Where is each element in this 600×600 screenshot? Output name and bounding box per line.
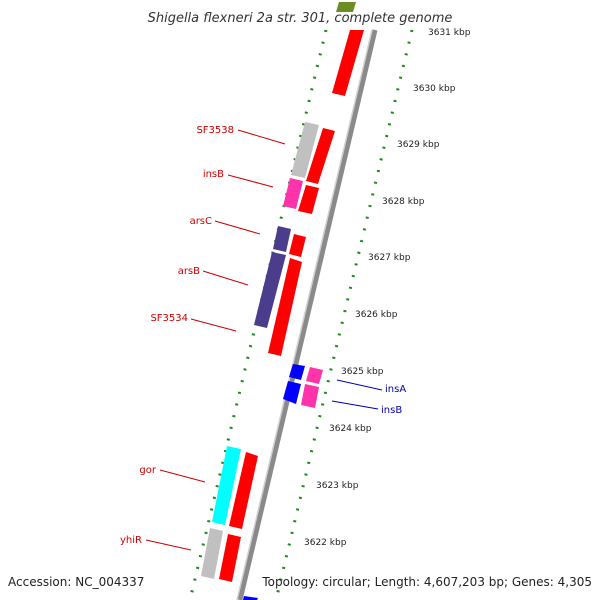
gene-feature[interactable]	[336, 2, 356, 12]
gene-feature[interactable]	[219, 534, 241, 582]
topology-text: Topology: circular; Length: 4,607,203 bp…	[261, 575, 592, 589]
gene-label[interactable]: SF3538	[196, 125, 234, 136]
genome-backbone-highlight	[236, 29, 373, 600]
gene-feature[interactable]	[268, 258, 302, 356]
leader-line	[202, 270, 249, 286]
gene-label[interactable]: SF3534	[150, 313, 188, 324]
gene-label[interactable]: arsC	[190, 216, 212, 227]
leader-line	[336, 379, 383, 391]
leader-line	[190, 318, 237, 332]
feature-track	[201, 2, 364, 582]
reverse-feature-track	[243, 364, 323, 600]
tick-label: 3631 kbp	[428, 28, 471, 38]
gene-feature-reverse[interactable]	[289, 364, 305, 380]
tick-label: 3623 kbp	[316, 481, 359, 491]
gene-feature-SF3538[interactable]	[291, 122, 319, 178]
gene-feature-gor[interactable]	[212, 446, 241, 525]
tick-label: 3626 kbp	[355, 310, 398, 320]
gene-feature-reverse[interactable]	[243, 596, 258, 600]
gene-feature[interactable]	[332, 30, 364, 96]
gene-feature-insA[interactable]	[306, 367, 323, 384]
map-title: Shigella flexneri 2a str. 301, complete …	[148, 11, 453, 26]
genome-backbone	[237, 29, 378, 600]
leader-line	[214, 220, 261, 235]
tick-rail-right	[274, 29, 414, 600]
leader-line	[331, 400, 379, 410]
gene-label[interactable]: yhiR	[120, 535, 142, 546]
gene-feature-arsB[interactable]	[254, 252, 286, 328]
gene-label[interactable]: insB	[381, 405, 402, 416]
tick-label: 3629 kbp	[397, 140, 440, 150]
tick-label: 3628 kbp	[382, 197, 425, 207]
gene-feature[interactable]	[229, 452, 258, 529]
footer: Accession: NC_004337 Topology: circular;…	[8, 575, 592, 589]
gene-label[interactable]: insA	[385, 384, 406, 395]
accession-text: Accession: NC_004337	[8, 575, 144, 589]
tick-label: 3625 kbp	[341, 367, 384, 377]
gene-label[interactable]: arsB	[178, 266, 200, 277]
gene-feature-insB[interactable]	[283, 178, 303, 209]
tick-label: 3627 kbp	[368, 253, 411, 263]
gene-labels-right: insA insB	[331, 379, 406, 416]
gene-labels-left: SF3538 insB arsC arsB SF3534 gor yhiR	[120, 125, 286, 551]
leader-line	[145, 539, 192, 551]
tick-labels: 3631 kbp 3630 kbp 3629 kbp 3628 kbp 3627…	[304, 28, 471, 548]
gene-feature-arsC[interactable]	[273, 226, 291, 252]
gene-feature[interactable]	[289, 234, 306, 257]
gene-feature[interactable]	[306, 128, 335, 184]
gene-feature[interactable]	[298, 185, 319, 214]
gene-label[interactable]: insB	[203, 169, 224, 180]
tick-rail-left	[188, 29, 328, 600]
tick-label: 3624 kbp	[329, 424, 372, 434]
gene-feature-reverse[interactable]	[283, 381, 301, 404]
leader-line	[227, 174, 274, 188]
gene-feature-yhiR[interactable]	[201, 528, 223, 579]
tick-label: 3630 kbp	[413, 84, 456, 94]
gene-feature-insB-right[interactable]	[301, 384, 319, 408]
leader-line	[159, 469, 206, 483]
tick-label: 3622 kbp	[304, 538, 347, 548]
leader-line	[237, 129, 286, 145]
gene-label[interactable]: gor	[139, 465, 156, 476]
